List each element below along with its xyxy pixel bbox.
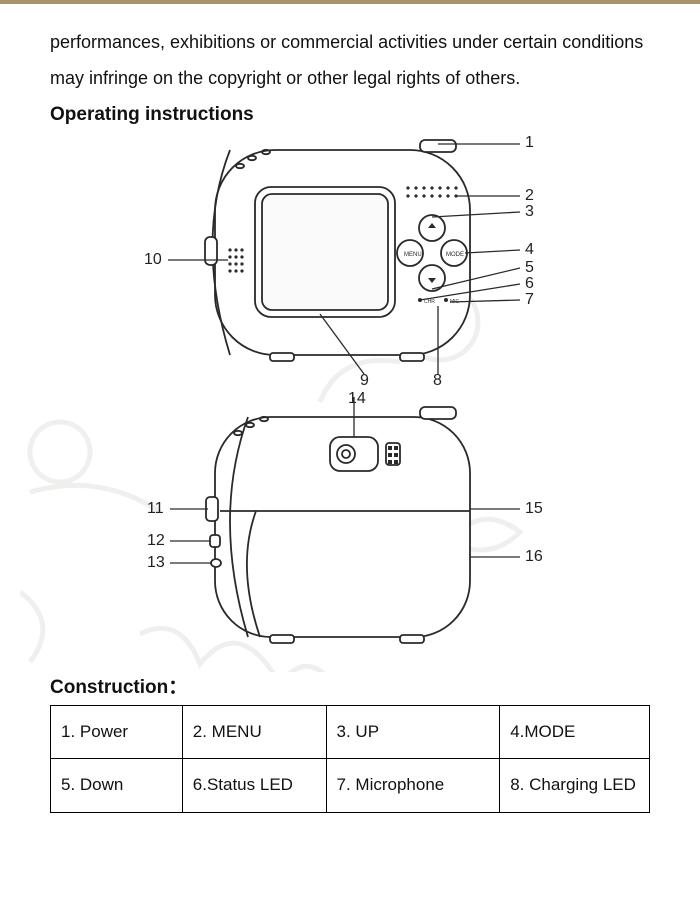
- cell-down: 5. Down: [51, 759, 183, 812]
- callout-12: 12: [147, 532, 165, 550]
- svg-text:MODE: MODE: [446, 252, 464, 258]
- operating-instructions-heading: Operating instructions: [50, 104, 650, 126]
- callout-13: 13: [147, 554, 165, 572]
- cell-microphone: 7. Microphone: [326, 759, 500, 812]
- construction-heading: Construction：: [50, 672, 650, 699]
- callout-8: 8: [433, 372, 442, 390]
- callout-16: 16: [525, 548, 543, 566]
- cell-charging-led: 8. Charging LED: [500, 759, 650, 812]
- callout-15: 15: [525, 500, 543, 518]
- table-row: 5. Down 6.Status LED 7. Microphone 8. Ch…: [51, 759, 650, 812]
- callout-4: 4: [525, 241, 534, 259]
- intro-paragraph: performances, exhibitions or commercial …: [50, 24, 650, 96]
- callout-7: 7: [525, 291, 534, 309]
- cell-menu: 2. MENU: [182, 706, 326, 759]
- device-front-svg: [120, 397, 580, 672]
- callout-11: 11: [147, 500, 164, 518]
- construction-table: 1. Power 2. MENU 3. UP 4.MODE 5. Down 6.…: [50, 705, 650, 813]
- device-diagram: MENU MODE CHR MIC: [120, 132, 580, 662]
- cell-status-led: 6.Status LED: [182, 759, 326, 812]
- cell-mode: 4.MODE: [500, 706, 650, 759]
- callout-14: 14: [348, 390, 366, 408]
- cell-up: 3. UP: [326, 706, 500, 759]
- svg-text:CHR: CHR: [424, 299, 435, 305]
- callout-9: 9: [360, 372, 369, 390]
- construction-section: Construction： 1. Power 2. MENU 3. UP 4.M…: [50, 672, 650, 813]
- table-row: 1. Power 2. MENU 3. UP 4.MODE: [51, 706, 650, 759]
- device-back-svg: MENU MODE CHR MIC: [120, 132, 580, 392]
- diagram-container: MENU MODE CHR MIC: [50, 132, 650, 662]
- callout-10: 10: [144, 251, 162, 269]
- cell-power: 1. Power: [51, 706, 183, 759]
- svg-text:MENU: MENU: [404, 252, 422, 258]
- callout-3: 3: [525, 203, 534, 221]
- callout-1: 1: [525, 134, 534, 152]
